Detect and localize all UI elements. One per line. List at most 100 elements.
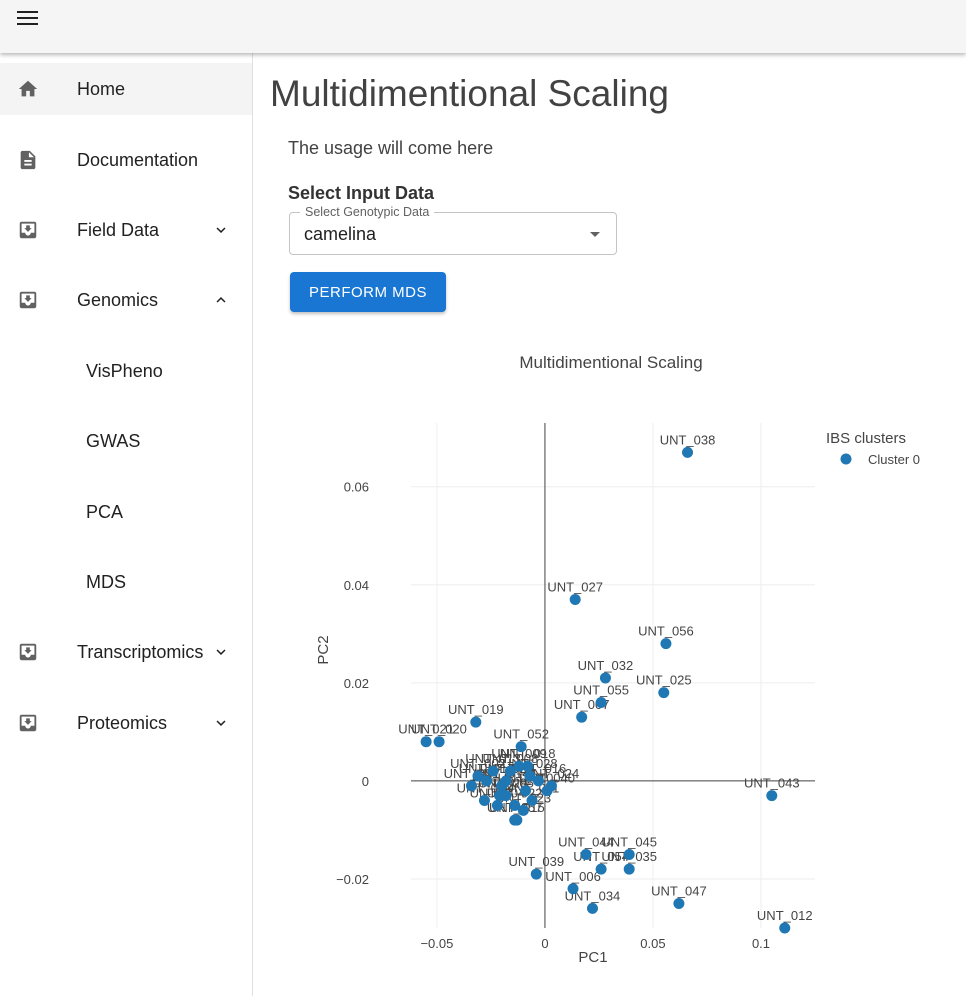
data-point (779, 922, 791, 934)
select-label: Select Genotypic Data (300, 205, 435, 219)
y-tick-label: −0.02 (336, 872, 369, 887)
data-point (520, 785, 532, 797)
data-point (682, 446, 694, 458)
point-label: UNT_047 (651, 883, 707, 898)
x-tick-label: 0.1 (752, 936, 770, 951)
point-label: UNT_009 (491, 746, 547, 761)
sidebar-item-label: MDS (86, 571, 126, 592)
data-point (599, 672, 611, 684)
usage-text: The usage will come here (288, 138, 494, 158)
point-label: UNT_006 (545, 869, 601, 884)
data-point (509, 799, 521, 811)
point-label: UNT_021 (398, 722, 454, 737)
data-point (420, 736, 432, 748)
data-point (526, 795, 538, 807)
chevron-down-icon[interactable] (212, 221, 230, 239)
data-point (524, 770, 536, 782)
point-label: UNT_052 (493, 727, 549, 742)
data-point (522, 760, 534, 772)
data-point (595, 696, 607, 708)
chevron-down-icon[interactable] (212, 714, 230, 732)
data-point (766, 790, 778, 802)
dropdown-caret-icon[interactable] (590, 232, 600, 237)
sidebar-item-vispheno[interactable]: VisPheno (0, 345, 252, 397)
data-point (530, 868, 542, 880)
sidebar-item-documentation[interactable]: Documentation (0, 134, 252, 186)
point-label: UNT_055 (573, 682, 629, 697)
sidebar-item-label: Genomics (77, 289, 159, 310)
data-point (545, 780, 557, 792)
sidebar-item-field-data[interactable]: Field Data (0, 204, 252, 256)
point-label: UNT_034 (565, 888, 621, 903)
inbox-download-icon (19, 714, 37, 732)
sidebar-item-label: Field Data (77, 219, 160, 240)
y-tick-label: 0.06 (344, 480, 369, 495)
document-icon (20, 150, 36, 170)
data-point (472, 770, 484, 782)
page-title: Multidimentional Scaling (270, 73, 669, 114)
chart-title: Multidimentional Scaling (519, 353, 702, 372)
data-point (673, 897, 685, 909)
data-point (478, 795, 490, 807)
home-icon (18, 80, 38, 97)
point-label: UNT_013 (465, 751, 521, 766)
data-point (586, 902, 598, 914)
sidebar-item-genomics[interactable]: Genomics (0, 274, 252, 326)
app-bar (0, 0, 966, 53)
chevron-up-icon[interactable] (212, 291, 230, 309)
data-point (491, 799, 503, 811)
data-point (517, 804, 529, 816)
sidebar-item-pca[interactable]: PCA (0, 486, 252, 538)
data-point (487, 765, 499, 777)
data-point (465, 780, 477, 792)
point-label: UNT_039 (508, 854, 564, 869)
sidebar: Home Documentation Field Data Genomics V… (0, 53, 253, 996)
y-tick-label: 0.02 (344, 676, 369, 691)
data-point (433, 736, 445, 748)
data-point (509, 814, 521, 826)
data-point (470, 716, 482, 728)
data-point (658, 687, 670, 699)
sidebar-item-label: PCA (86, 501, 124, 522)
inbox-download-icon (19, 291, 37, 309)
point-label: UNT_025 (636, 673, 692, 688)
point-label: UNT_056 (638, 624, 694, 639)
point-label: UNT_032 (578, 658, 634, 673)
data-point (660, 638, 672, 650)
select-value: camelina (304, 224, 377, 244)
data-point (500, 775, 512, 787)
data-point (515, 741, 527, 753)
point-label: UNT_017 (459, 761, 515, 776)
point-label: UNT_045 (601, 834, 657, 849)
legend-marker (840, 453, 852, 465)
sidebar-item-proteomics[interactable]: Proteomics (0, 697, 252, 749)
x-tick-label: −0.05 (420, 936, 453, 951)
y-tick-label: 0.04 (344, 578, 369, 593)
input-heading: Select Input Data (288, 183, 435, 203)
point-label: UNT_027 (547, 580, 603, 595)
perform-mds-button[interactable]: PERFORM MDS (290, 272, 446, 312)
data-point (576, 711, 588, 723)
y-tick-label: 0 (362, 774, 369, 789)
inbox-download-icon (19, 643, 37, 661)
hamburger-menu-icon[interactable] (14, 4, 42, 32)
data-point (481, 775, 493, 787)
data-point (595, 863, 607, 875)
sidebar-item-home[interactable]: Home (0, 63, 252, 115)
point-label: UNT_007 (554, 697, 610, 712)
data-point (623, 848, 635, 860)
chevron-down-icon[interactable] (212, 643, 230, 661)
sidebar-item-gwas[interactable]: GWAS (0, 415, 252, 467)
sidebar-item-label: GWAS (86, 430, 141, 451)
data-point (532, 775, 544, 787)
data-point (580, 848, 592, 860)
sidebar-item-label: Proteomics (77, 712, 168, 733)
sidebar-item-transcriptomics[interactable]: Transcriptomics (0, 626, 252, 678)
data-point (504, 765, 516, 777)
data-point (513, 760, 525, 772)
x-axis-label: PC1 (578, 949, 607, 966)
genotypic-data-select[interactable]: Select Genotypic Data camelina (289, 205, 617, 255)
x-tick-label: 0.05 (640, 936, 665, 951)
point-label: UNT_019 (448, 702, 504, 717)
sidebar-item-mds[interactable]: MDS (0, 556, 252, 608)
